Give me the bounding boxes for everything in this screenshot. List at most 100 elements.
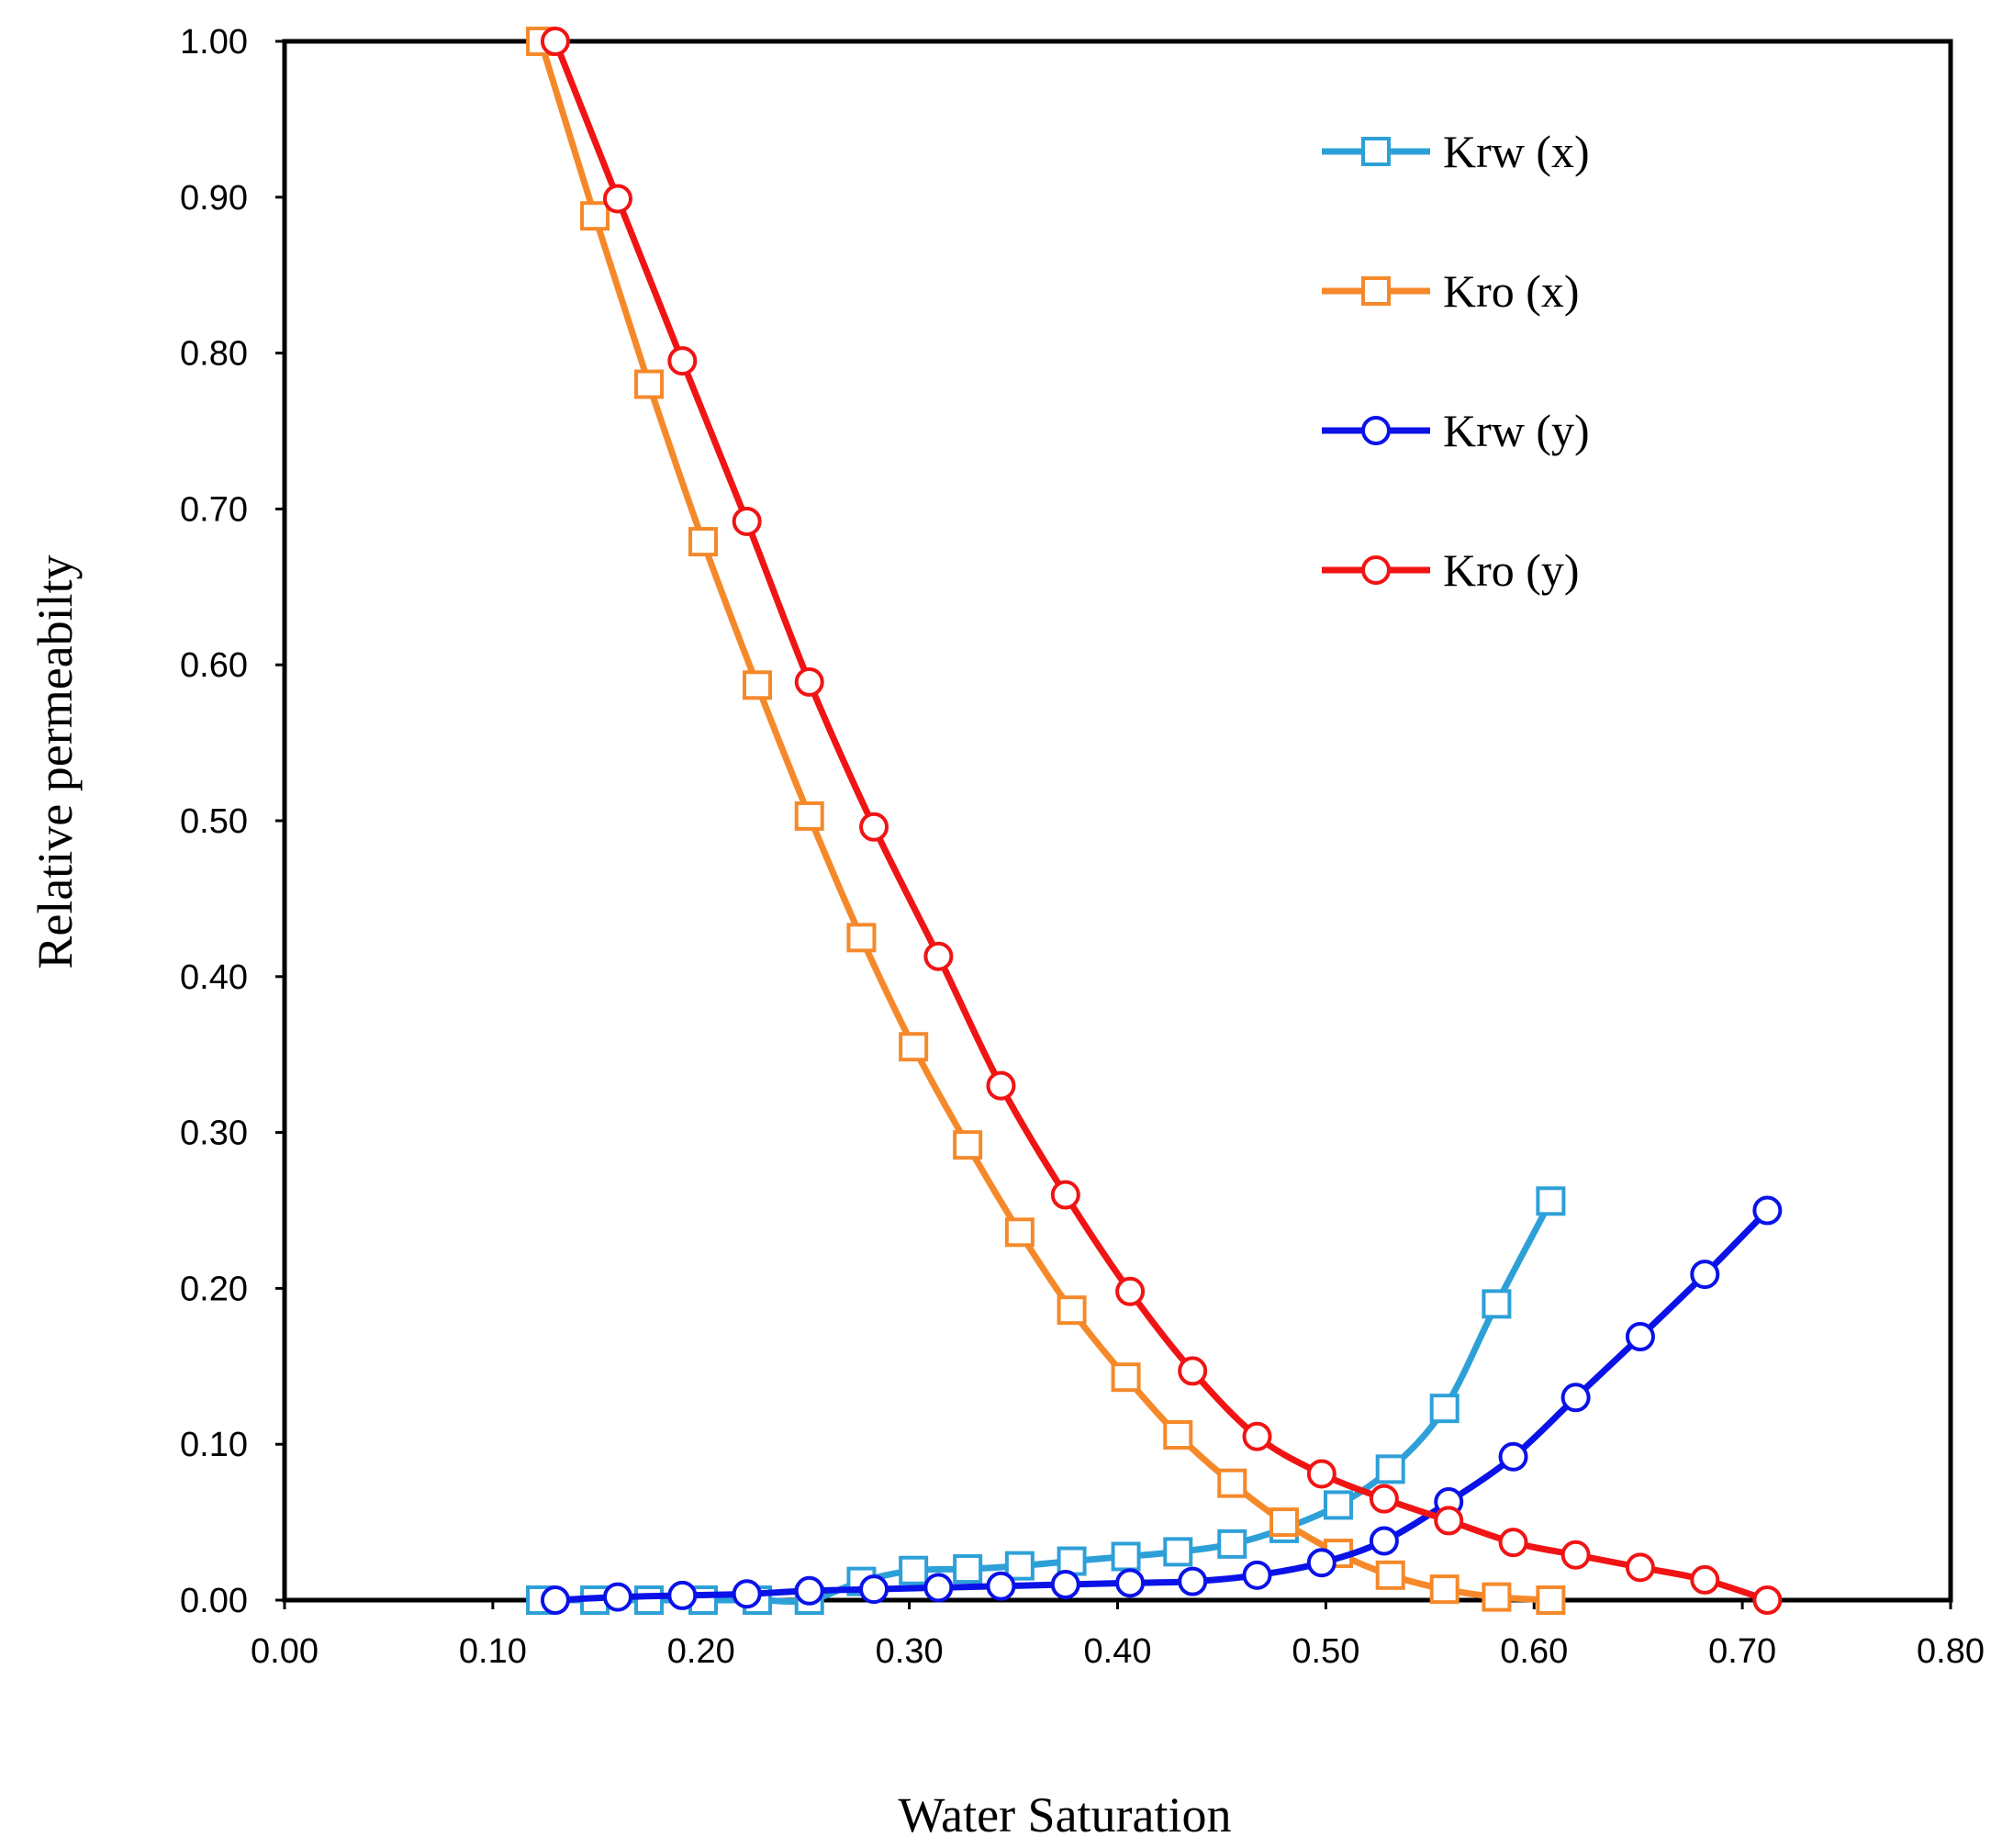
data-point-krw-x bbox=[1375, 1454, 1405, 1484]
y-axis-ticks: 0.00 0.10 0.20 0.30 0.40 0.50 0.60 0.70 0.80 0.90… bbox=[180, 23, 285, 1620]
series-krw-y bbox=[540, 1195, 1783, 1615]
data-point-kro-y bbox=[794, 666, 824, 697]
data-point-kro-x bbox=[953, 1130, 983, 1160]
data-point-krw-y bbox=[1178, 1566, 1208, 1596]
data-point-krw-y bbox=[1050, 1570, 1080, 1600]
data-point-kro-x bbox=[1217, 1468, 1247, 1498]
y-tick-label: 0.30 bbox=[180, 1114, 248, 1153]
y-tick-label: 0.00 bbox=[180, 1582, 248, 1620]
x-tick-label: 0.80 bbox=[1917, 1632, 1985, 1671]
data-point-krw-y bbox=[667, 1580, 698, 1610]
x-tick-label: 0.10 bbox=[459, 1632, 527, 1671]
legend-label-kro-x: Kro (x) bbox=[1443, 265, 1580, 317]
data-point-krw-y bbox=[540, 1585, 570, 1615]
data-point-kro-y bbox=[1560, 1540, 1591, 1570]
y-tick-label: 0.10 bbox=[180, 1426, 248, 1464]
data-point-krw-y bbox=[1369, 1526, 1399, 1556]
data-point-kro-y bbox=[1369, 1484, 1399, 1514]
y-tick-label: 0.90 bbox=[180, 179, 248, 218]
data-point-kro-x bbox=[1057, 1295, 1087, 1326]
data-point-kro-x bbox=[688, 527, 719, 557]
legend-marker-krw-y bbox=[1361, 416, 1391, 445]
data-point-kro-x bbox=[899, 1032, 929, 1062]
data-point-krw-x bbox=[1163, 1537, 1193, 1567]
data-point-kro-y bbox=[923, 941, 954, 971]
x-tick-label: 0.00 bbox=[251, 1632, 319, 1671]
data-point-kro-x bbox=[1111, 1362, 1141, 1393]
legend-label-krw-x: Krw (x) bbox=[1443, 126, 1590, 177]
data-point-kro-x bbox=[846, 923, 877, 953]
legend-item-krw-y: Krw (y) bbox=[1322, 405, 1590, 456]
data-point-kro-y bbox=[1752, 1585, 1783, 1615]
data-point-krw-x bbox=[1111, 1541, 1141, 1572]
data-point-krw-x bbox=[1429, 1394, 1460, 1424]
data-point-krw-y bbox=[1498, 1441, 1528, 1472]
data-point-krw-x bbox=[1217, 1529, 1247, 1559]
data-point-kro-y bbox=[1178, 1356, 1208, 1386]
data-point-kro-x bbox=[580, 201, 610, 231]
data-point-krw-x bbox=[1323, 1490, 1353, 1520]
data-point-krw-y bbox=[1115, 1568, 1146, 1598]
data-point-kro-x bbox=[1269, 1507, 1299, 1538]
data-point-krw-x bbox=[1482, 1289, 1512, 1319]
x-tick-label: 0.50 bbox=[1292, 1632, 1359, 1671]
data-point-krw-y bbox=[923, 1573, 954, 1603]
data-point-krw-x bbox=[634, 1585, 665, 1615]
data-point-kro-x bbox=[1004, 1217, 1035, 1248]
data-point-krw-y bbox=[732, 1579, 762, 1609]
series-kro-y bbox=[540, 27, 1783, 1615]
data-point-kro-x bbox=[634, 369, 665, 399]
legend-marker-kro-x bbox=[1361, 276, 1391, 306]
series-layer bbox=[526, 27, 1783, 1615]
legend-label-kro-y: Kro (y) bbox=[1443, 544, 1580, 596]
x-axis-ticks: 0.00 0.10 0.20 0.30 0.40 0.50 0.60 0.70 0.80 bbox=[251, 1600, 1985, 1671]
data-point-kro-y bbox=[1050, 1180, 1080, 1210]
y-tick-label: 0.50 bbox=[180, 802, 248, 841]
x-tick-label: 0.70 bbox=[1708, 1632, 1776, 1671]
data-point-krw-y bbox=[794, 1575, 824, 1606]
data-point-krw-x bbox=[953, 1554, 983, 1585]
y-tick-label: 0.40 bbox=[180, 958, 248, 997]
data-point-kro-y bbox=[1498, 1528, 1528, 1558]
data-point-krw-y bbox=[1242, 1560, 1272, 1590]
data-point-kro-y bbox=[1115, 1276, 1146, 1306]
data-point-kro-x bbox=[794, 801, 824, 831]
data-point-krw-x bbox=[899, 1555, 929, 1585]
data-point-kro-y bbox=[986, 1070, 1016, 1101]
legend-label-krw-y: Krw (y) bbox=[1443, 405, 1590, 456]
data-point-kro-y bbox=[732, 506, 762, 536]
data-point-krw-x bbox=[1536, 1186, 1566, 1216]
x-tick-label: 0.20 bbox=[667, 1632, 735, 1671]
data-point-krw-y bbox=[1625, 1322, 1655, 1352]
data-point-kro-x bbox=[1482, 1582, 1512, 1612]
legend-item-kro-x: Kro (x) bbox=[1322, 265, 1580, 317]
data-point-kro-y bbox=[1625, 1552, 1655, 1583]
data-point-kro-y bbox=[1434, 1506, 1464, 1536]
data-point-kro-y bbox=[667, 346, 698, 376]
data-point-krw-y bbox=[1306, 1548, 1337, 1578]
data-point-krw-y bbox=[986, 1571, 1016, 1601]
x-tick-label: 0.40 bbox=[1084, 1632, 1152, 1671]
legend-item-krw-x: Krw (x) bbox=[1322, 126, 1590, 177]
y-tick-label: 1.00 bbox=[180, 23, 248, 62]
legend: Krw (x) Kro (x) Krw (y) Kro (y) bbox=[1322, 126, 1590, 596]
y-axis-title: Relative permeabilty bbox=[28, 554, 83, 969]
legend-item-kro-y: Kro (y) bbox=[1322, 544, 1580, 596]
data-point-kro-y bbox=[1690, 1564, 1720, 1595]
data-point-krw-y bbox=[1690, 1260, 1720, 1290]
data-point-kro-x bbox=[1163, 1420, 1193, 1450]
data-point-kro-y bbox=[603, 184, 632, 214]
data-point-kro-y bbox=[540, 27, 570, 56]
x-tick-label: 0.30 bbox=[876, 1632, 944, 1671]
data-point-kro-x bbox=[743, 670, 773, 700]
data-point-krw-x bbox=[1004, 1551, 1035, 1581]
y-tick-label: 0.60 bbox=[180, 646, 248, 685]
y-tick-label: 0.80 bbox=[180, 335, 248, 374]
legend-marker-kro-y bbox=[1361, 555, 1391, 585]
legend-marker-krw-x bbox=[1361, 137, 1391, 166]
x-tick-label: 0.60 bbox=[1500, 1632, 1568, 1671]
data-point-kro-y bbox=[1242, 1421, 1272, 1451]
data-point-kro-x bbox=[1429, 1574, 1460, 1605]
